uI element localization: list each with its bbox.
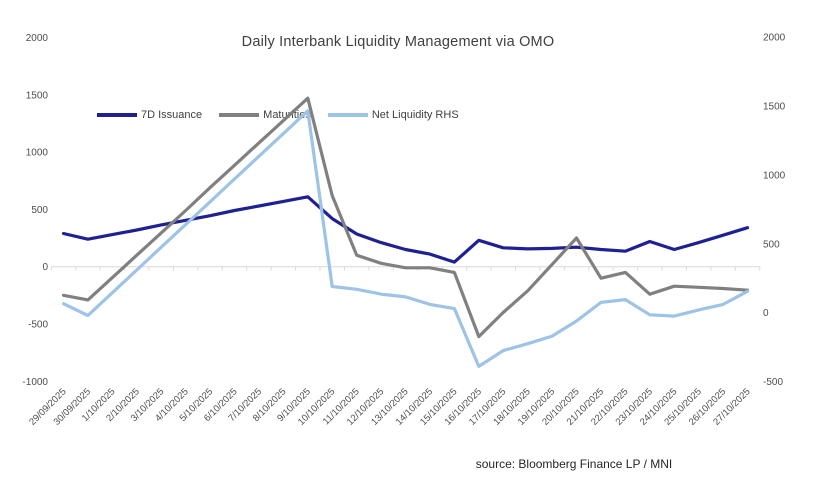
chart-title: Daily Interbank Liquidity Management via…: [241, 34, 555, 50]
left-axis-tick-label: 500: [31, 205, 48, 216]
series-line-maturities: [61, 96, 750, 339]
right-axis-tick-label: -500: [763, 377, 783, 388]
legend-label-7d-issuance: 7D Issuance: [141, 109, 203, 121]
left-axis-tick-label: -1000: [22, 377, 48, 388]
legend-swatch-7d-issuance: [97, 113, 137, 117]
legend-item-net-liquidity: Net Liquidity RHS: [327, 109, 459, 121]
legend-swatch-maturities: [219, 113, 260, 117]
series-line-7d-issuance: [61, 195, 750, 264]
right-axis-tick-label: 500: [763, 239, 780, 250]
legend-label-net-liquidity: Net Liquidity RHS: [371, 109, 459, 121]
left-axis-tick-label: -500: [28, 320, 48, 331]
source-note: source: Bloomberg Finance LP / MNI: [475, 457, 673, 471]
legend-swatch-net-liquidity: [327, 113, 368, 117]
series-line-net-liquidity-rhs: [61, 109, 750, 368]
right-axis-tick-label: 0: [763, 308, 769, 319]
left-axis-tick-label: 1000: [26, 148, 49, 159]
left-axis-tick-label: 2000: [26, 33, 49, 44]
left-axis-tick-label: 0: [42, 262, 48, 273]
left-axis-tick-label: 1500: [26, 90, 49, 101]
legend-item-7d-issuance: 7D Issuance: [97, 109, 202, 121]
right-axis-tick-label: 1500: [763, 102, 786, 113]
right-axis-tick-label: 2000: [763, 33, 786, 44]
right-axis-tick-label: 1000: [763, 170, 786, 181]
